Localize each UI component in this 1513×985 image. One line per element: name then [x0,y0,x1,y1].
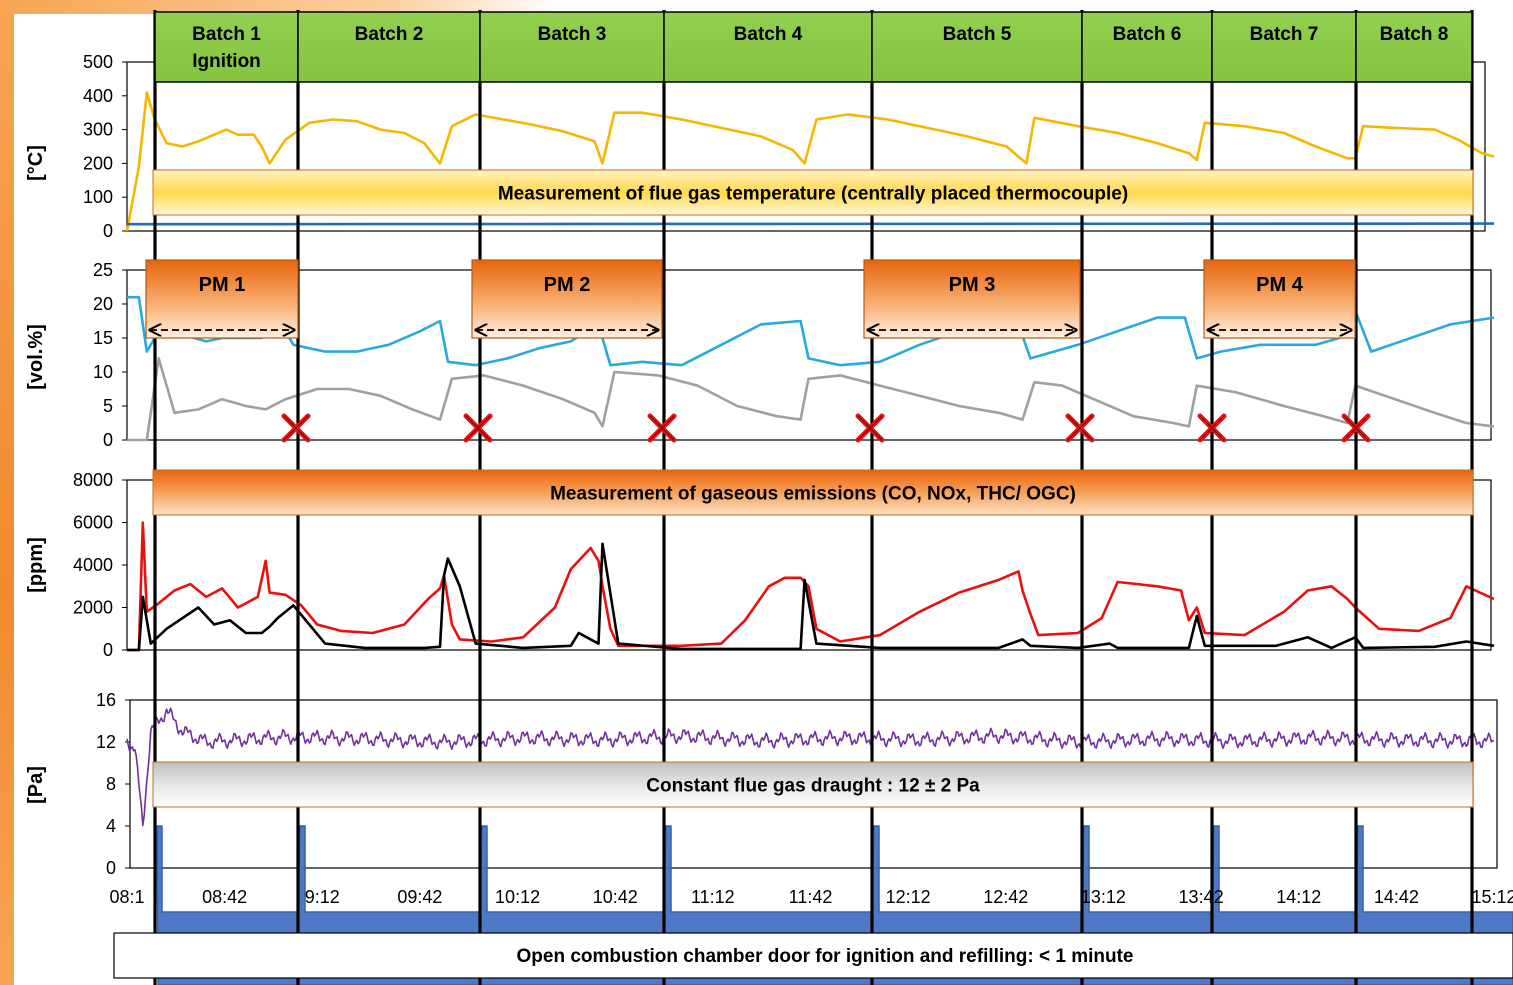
batch-header [1355,11,1473,83]
batch-header [1081,11,1213,83]
x-tick-label: 11:12 [691,887,735,907]
pm-sample-label: PM 4 [1256,274,1304,296]
refill-x-marker-outline [465,415,491,441]
batch-label: Batch 7 [1250,24,1319,45]
batch-label: Ignition [192,51,261,72]
x-tick-label: 11:42 [789,887,833,907]
batch-label: Batch 4 [734,24,803,45]
y-tick-label: 15 [93,328,113,348]
batch-header [1211,11,1357,83]
batch-header [297,11,481,83]
y-axis-label: [Pa] [25,766,47,804]
emissions-banner-text: Measurement of gaseous emissions (CO, NO… [550,484,1076,505]
y-axis-label: [ppm] [25,537,47,593]
refill-x-marker-outline [649,415,675,441]
x-tick-label: 14:12 [1276,887,1321,907]
x-tick-label: 09:42 [397,887,442,907]
draught-banner-box [152,761,1474,808]
pm-sample-box [863,259,1081,339]
y-tick-label: 0 [103,430,113,450]
batch-header [871,11,1083,83]
door-banner-box [113,932,1513,979]
y-tick-label: 200 [83,153,113,173]
y-tick-label: 0 [103,221,113,241]
y-tick-label: 2000 [73,598,113,618]
pm-sample-box [1203,259,1356,339]
x-tick-label: 14:42 [1374,887,1419,907]
y-tick-label: 300 [83,120,113,140]
batch-header [663,11,873,83]
emissions-banner-box [152,469,1474,516]
pm-sample-box [471,259,663,339]
y-tick-label: 4 [106,816,116,836]
x-tick-label: 08:1 [109,887,144,907]
y-tick-label: 10 [93,362,113,382]
y-tick-label: 0 [103,640,113,660]
series-line-1-2 [126,222,1495,226]
x-tick-label: 10:12 [495,887,540,907]
orange-top-glow [0,0,560,14]
pm-sample-box [145,259,299,339]
series-line-4-1 [126,707,1495,827]
series-line-2-2 [127,357,1495,442]
batch-header [479,11,665,83]
y-tick-label: 4000 [73,555,113,575]
y-tick-label: 5 [103,396,113,416]
series-line-1-1 [125,91,1495,232]
x-tick-label: 08:42 [202,887,247,907]
door-banner-text: Open combustion chamber door for ignitio… [517,946,1134,967]
pm-sample-label: PM 3 [949,274,996,296]
draught-banner-text: Constant flue gas draught : 12 ± 2 Pa [646,776,980,797]
y-tick-label: 500 [83,52,113,72]
x-tick-label: 12:42 [983,887,1028,907]
y-tick-label: 16 [96,690,116,710]
batch-label: Batch 1 [192,24,261,45]
y-axis-label: [°C] [25,145,47,181]
series-line-3-1 [127,521,1495,652]
y-tick-label: 0 [106,858,116,878]
batch-label: Batch 2 [355,24,424,45]
y-tick-label: 8000 [73,470,113,490]
y-tick-label: 12 [96,732,116,752]
refill-x-marker-outline [1067,415,1093,441]
batch-header [154,11,299,83]
batch-label: Batch 8 [1380,24,1449,45]
y-tick-label: 400 [83,86,113,106]
refill-x-marker-outline [283,415,309,441]
refill-x-marker-outline [1199,415,1225,441]
x-tick-label: 10:42 [593,887,638,907]
batch-label: Batch 6 [1113,24,1182,45]
y-tick-label: 8 [106,774,116,794]
refill-x-marker-outline [1343,415,1369,441]
y-axis-label: [vol.%] [25,324,47,390]
x-tick-label: 15:12 [1471,887,1513,907]
y-tick-label: 20 [93,294,113,314]
x-tick-label: 13:42 [1179,887,1224,907]
temperature-banner-box [152,169,1474,216]
series-line-3-2 [127,542,1495,652]
pm-sample-label: PM 2 [544,274,591,296]
pm-sample-label: PM 1 [199,274,246,296]
x-tick-label: 13:12 [1081,887,1126,907]
refill-x-marker-outline [857,415,883,441]
orange-side-bar [0,0,14,985]
y-tick-label: 6000 [73,513,113,533]
y-tick-label: 25 [93,260,113,280]
batch-label: Batch 5 [943,24,1012,45]
x-tick-label: 12:12 [886,887,931,907]
y-tick-label: 100 [83,187,113,207]
temperature-banner-text: Measurement of flue gas temperature (cen… [498,184,1128,205]
x-tick-label: 9:12 [305,887,340,907]
batch-label: Batch 3 [538,24,607,45]
